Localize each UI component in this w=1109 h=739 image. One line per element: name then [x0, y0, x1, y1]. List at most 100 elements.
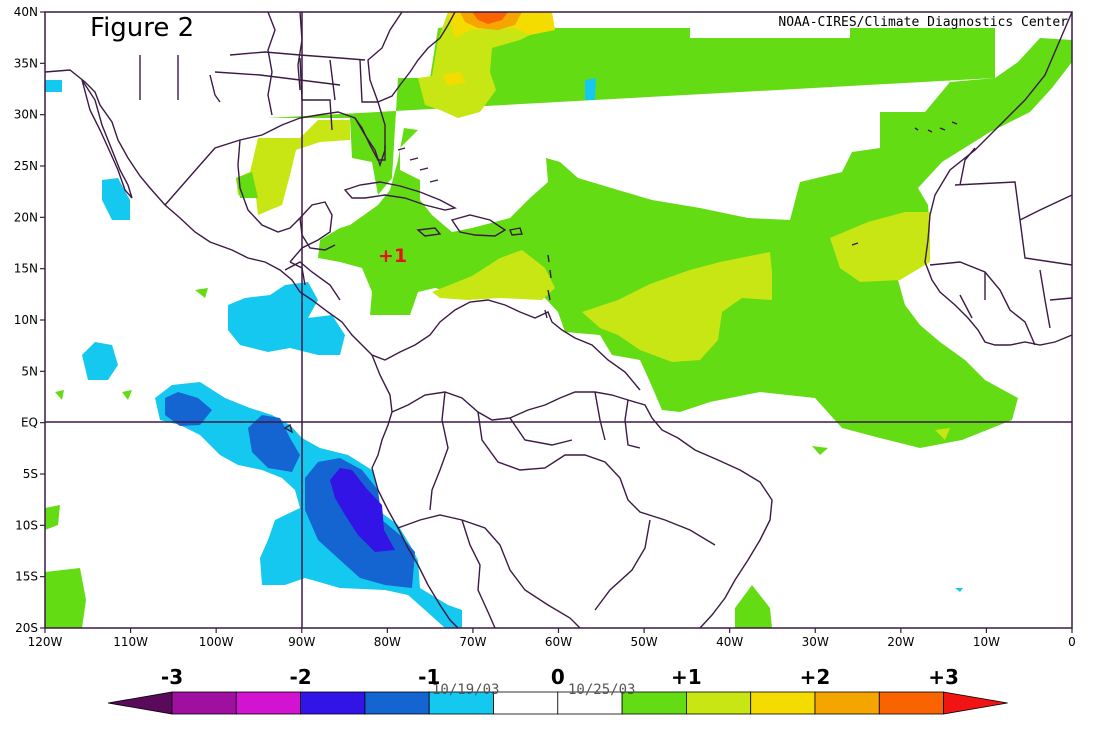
lon-tick-label: 20W [887, 635, 914, 649]
positive-anomaly-region-tropical-yellowgreen [582, 252, 772, 362]
gulf-of-mexico-coastline [199, 11, 403, 168]
map-annotation: +1 [378, 245, 407, 267]
colorbar-cell [300, 691, 366, 715]
lon-tick-label: 0 [1068, 635, 1076, 649]
lon-tick-label: 80W [374, 635, 401, 649]
colorbar-cell [750, 691, 816, 715]
colorbar-tick-label: -3 [161, 665, 183, 689]
colorbar-cell [686, 691, 752, 715]
lat-tick-label: EQ [21, 416, 38, 430]
negative-anomaly-region-tiny-pacific [45, 80, 62, 92]
lon-tick-label: 40W [716, 635, 743, 649]
positive-anomaly-region-northeast-patch [756, 38, 820, 90]
lat-tick-label: 10S [15, 518, 38, 532]
positive-anomaly-region-tiny-yg [935, 428, 950, 440]
positive-anomaly-region-pacific-patch [45, 568, 86, 628]
colorbar-cell [493, 691, 559, 715]
lon-tick-label: 90W [288, 635, 315, 649]
positive-anomaly-region-pacific-small [45, 505, 60, 530]
lat-tick-label: 15S [15, 570, 38, 584]
north-america-coastline [44, 69, 641, 391]
date-fragment-end: 10/25/03 [568, 682, 635, 698]
date-fragment-start: 10/19/03 [432, 682, 499, 698]
lon-tick-label: 70W [459, 635, 486, 649]
latitude-axis: 40N 35N 30N 25N 20N 15N 10N 5N EQ 5S 10S 15S 20S [14, 5, 45, 635]
lat-tick-label: 30N [14, 108, 38, 122]
positive-anomaly-region-south-atlantic-patch [735, 585, 772, 628]
colorbar-labels: -3 -2 -1 0 +1 +2 +3 [161, 665, 959, 689]
lon-tick-label: 30W [802, 635, 829, 649]
negative-anomaly-region-medium-west [165, 392, 212, 426]
positive-anomaly-region-red-orange [472, 12, 508, 24]
colorbar-tick-label: +1 [671, 665, 702, 689]
anomaly-fill-layer [45, 12, 1072, 628]
negative-anomaly-region-baja [102, 178, 130, 220]
lon-tick-label: 120W [28, 635, 63, 649]
lat-tick-label: 20N [14, 210, 38, 224]
colorbar-tick-label: -2 [289, 665, 311, 689]
africa-interior-borders [929, 147, 1073, 346]
lon-tick-label: 100W [199, 635, 234, 649]
map-frame [44, 11, 1073, 629]
colorbar-cells [107, 691, 1008, 715]
lat-tick-label: 35N [14, 56, 38, 70]
positive-anomaly-region-northeast-yellowgreen [418, 12, 540, 118]
negative-anomaly-region-deep [330, 468, 395, 552]
jamaica-coastline [416, 227, 442, 237]
positive-anomaly-region-yellow-small [442, 72, 466, 86]
hispaniola-coastline [450, 214, 507, 237]
lat-tick-label: 25N [14, 159, 38, 173]
lat-tick-label: 5S [23, 467, 38, 481]
florida-coast [354, 117, 386, 161]
south-america-interior-borders [397, 391, 716, 629]
lat-tick-label: 10N [14, 313, 38, 327]
positive-anomaly-region-tiny-3 [55, 390, 64, 400]
lon-tick-label: 60W [545, 635, 572, 649]
lon-tick-label: 10W [973, 635, 1000, 649]
lon-tick-label: 110W [113, 635, 148, 649]
positive-anomaly-region-tiny-2 [812, 446, 828, 455]
lat-tick-label: 15N [14, 262, 38, 276]
canary-islands [914, 121, 958, 133]
colorbar-tick-label: -1 [418, 665, 440, 689]
colorbar-tick-label: +3 [928, 665, 959, 689]
negative-anomaly-region-mexico [228, 282, 345, 355]
negative-anomaly-region-tiny-atlantic [585, 78, 596, 100]
lat-tick-label: 20S [15, 621, 38, 635]
us-interior-borders [139, 55, 378, 131]
colorbar: 10/19/03 10/25/03 -3 -2 -1 0 +1 +2 +3 [107, 665, 1008, 715]
baja-california-coastline [81, 79, 133, 199]
galapagos-islands [283, 423, 294, 434]
colorbar-tick-label: 0 [551, 665, 565, 689]
cuba-coastline [343, 181, 458, 211]
positive-anomaly-region-mid-atlantic-patch [710, 55, 748, 86]
figure-label: Figure 2 [90, 13, 194, 43]
negative-anomaly-region-tiny-south [955, 588, 963, 592]
credit-label: NOAA-CIRES/Climate Diagnostics Center [778, 15, 1068, 30]
africa-coastline [924, 11, 1073, 346]
colorbar-cell [235, 691, 302, 715]
colorbar-cell [814, 691, 880, 715]
great-lakes-region [214, 11, 366, 116]
positive-anomaly-region-tiny-1 [195, 288, 208, 298]
puerto-rico-coastline [509, 227, 523, 236]
positive-anomaly-region-gulf-yellowgreen [236, 120, 350, 215]
negative-anomaly-region-medium-central [248, 415, 300, 472]
us-east-coast [377, 11, 456, 103]
lon-tick-label: 50W [631, 635, 658, 649]
bahamas-islands [397, 147, 439, 183]
colorbar-arrow-high [943, 691, 1008, 715]
positive-anomaly-region-eastern-yellowgreen [830, 212, 930, 282]
positive-anomaly-region-caribbean-yellowgreen [432, 250, 555, 300]
colorbar-cell [878, 691, 944, 715]
lesser-antilles [544, 254, 552, 319]
longitude-axis: 120W 110W 100W 90W 80W 70W 60W 50W 40W 30W 20W 10W 0 [28, 628, 1076, 649]
coastline-layer [44, 11, 1073, 629]
cape-verde-islands [851, 242, 859, 246]
colorbar-cell [171, 691, 237, 715]
lat-tick-label: 40N [14, 5, 38, 19]
colorbar-tick-label: +2 [800, 665, 831, 689]
positive-anomaly-region-tiny-4 [122, 390, 132, 400]
positive-anomaly-region-atlantic [268, 18, 1072, 448]
